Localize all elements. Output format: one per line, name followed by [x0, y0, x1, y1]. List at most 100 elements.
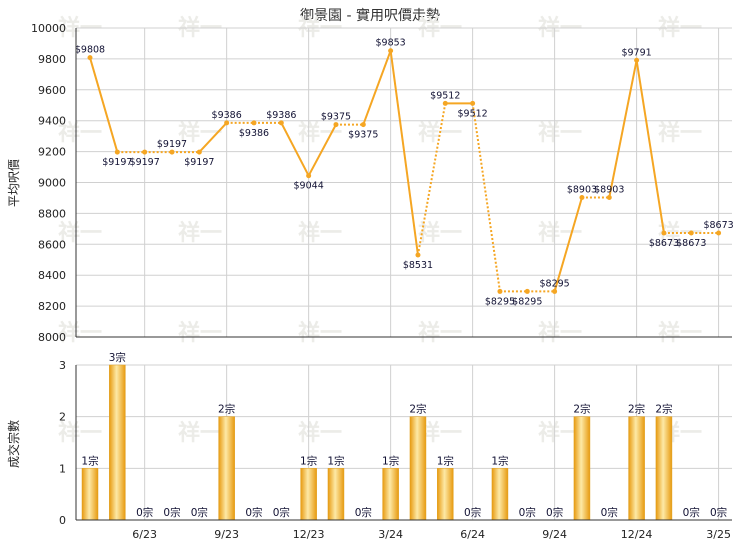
- price-data-label: $9197: [130, 157, 160, 168]
- volume-bars: 1宗 3宗 0宗 0宗 0宗 2宗 0宗 0宗 1宗 1宗 0宗 1宗 2宗 1宗 0宗 1宗 0宗 0宗 2宗 0宗…: [81, 351, 727, 521]
- volume-bar: [327, 468, 345, 521]
- volume-tick-label: 1: [59, 462, 66, 475]
- price-tick-label: 8200: [38, 300, 66, 313]
- price-tick-label: 10000: [31, 22, 66, 35]
- watermark-text: 祥一: [58, 220, 102, 246]
- volume-bar-label: 0宗: [355, 506, 372, 519]
- watermark-text: 祥一: [418, 320, 462, 346]
- price-point: [442, 100, 448, 106]
- watermark-text: 祥一: [658, 120, 702, 146]
- volume-bar: [81, 468, 99, 521]
- volume-bar: [491, 468, 509, 521]
- price-point: [497, 288, 503, 294]
- price-data-label: $9044: [294, 181, 324, 192]
- price-point: [278, 120, 284, 126]
- price-point: [388, 48, 394, 54]
- watermark-text: 祥一: [178, 420, 222, 446]
- volume-bar-label: 1宗: [382, 454, 399, 467]
- price-data-label: $9386: [266, 110, 296, 121]
- volume-bar-label: 1宗: [491, 454, 508, 467]
- price-point: [306, 173, 312, 179]
- price-segment: [362, 50, 392, 125]
- volume-bar: [218, 416, 235, 521]
- price-data-label: $8295: [539, 278, 569, 289]
- volume-axis-label: 成交宗數: [6, 420, 21, 468]
- volume-bar-label: 2宗: [655, 403, 672, 416]
- price-data-label: $8531: [403, 260, 433, 271]
- price-point: [579, 194, 585, 200]
- price-segment: [389, 50, 419, 256]
- watermark-text: 祥一: [58, 420, 102, 446]
- price-axis-label: 平均呎價: [7, 159, 21, 207]
- price-segment: [280, 122, 310, 177]
- watermark-text: 祥一: [538, 220, 582, 246]
- x-tick-label: 3/25: [706, 528, 731, 541]
- price-point: [634, 57, 640, 63]
- watermark-text: 祥一: [178, 320, 222, 346]
- volume-tick-label: 3: [59, 359, 66, 372]
- axes: [75, 28, 732, 521]
- price-data-label: $8903: [567, 184, 597, 195]
- price-tick-label: 9800: [38, 53, 66, 66]
- x-tick-label: 12/23: [293, 528, 325, 541]
- price-tick-label: 9600: [38, 84, 66, 97]
- volume-bar-label: 2宗: [218, 403, 235, 416]
- watermark-text: 祥一: [418, 220, 462, 246]
- watermark-text: 祥一: [178, 220, 222, 246]
- watermark-text: 祥一: [298, 420, 342, 446]
- volume-bar: [409, 416, 427, 521]
- volume-bar-label: 0宗: [601, 506, 618, 519]
- price-point: [524, 288, 530, 294]
- volume-bar-label: 1宗: [81, 454, 98, 467]
- volume-bar-label: 2宗: [409, 403, 426, 416]
- price-segment: [553, 197, 583, 292]
- watermark-text: 祥一: [58, 320, 102, 346]
- volume-bar-label: 0宗: [245, 506, 262, 519]
- volume-bar: [382, 468, 399, 521]
- price-data-label: $9386: [212, 110, 242, 121]
- price-data-label: $8673: [649, 238, 679, 249]
- volume-bar-label: 1宗: [327, 454, 344, 467]
- watermark-text: 祥一: [658, 320, 702, 346]
- volume-bar-label: 0宗: [546, 506, 563, 519]
- price-tick-label: 8400: [38, 269, 66, 282]
- volume-bar-label: 1宗: [437, 454, 454, 467]
- volume-bar: [109, 364, 126, 521]
- volume-tick-label: 2: [59, 411, 66, 424]
- price-point: [716, 230, 722, 236]
- volume-bar-label: 2宗: [573, 403, 590, 416]
- price-tick-label: 9000: [38, 177, 66, 190]
- price-point: [196, 149, 202, 155]
- price-point: [333, 122, 339, 128]
- watermark-text: 祥一: [298, 220, 342, 246]
- price-point: [224, 120, 230, 126]
- volume-bar-label: 0宗: [136, 506, 153, 519]
- price-segment: [307, 124, 337, 177]
- price-data-label: $9375: [348, 130, 378, 141]
- price-point: [470, 100, 476, 106]
- price-point: [114, 149, 120, 155]
- price-data-label: $9853: [376, 38, 406, 49]
- price-point: [360, 122, 366, 128]
- price-segment: [608, 60, 638, 198]
- volume-bar-label: 0宗: [191, 506, 208, 519]
- volume-bar-label: 0宗: [710, 506, 727, 519]
- chart-title: 御景園 - 實用呎價走勢: [300, 7, 440, 24]
- price-segment: [471, 103, 501, 292]
- price-point: [552, 288, 558, 294]
- price-point: [87, 55, 93, 61]
- price-data-label: $8673: [676, 238, 706, 249]
- x-tick-label: 9/24: [542, 528, 567, 541]
- volume-bar: [573, 416, 591, 521]
- price-grid: 8000 8200 8400 8600 8800 9000 9200 9400 9600 9800…: [31, 22, 732, 344]
- volume-tick-label: 0: [59, 514, 66, 527]
- volume-bar: [437, 468, 454, 521]
- price-point: [142, 149, 148, 155]
- volume-bar-label: 3宗: [109, 351, 126, 364]
- price-segment: [89, 57, 119, 153]
- price-data-label: $9197: [157, 139, 187, 150]
- x-tick-label: 6/23: [132, 528, 157, 541]
- price-line: $9808$9197$9197$9197$9197$9386$9386$9386…: [75, 38, 734, 308]
- price-tick-label: 9400: [38, 115, 66, 128]
- price-tick-label: 9200: [38, 146, 66, 159]
